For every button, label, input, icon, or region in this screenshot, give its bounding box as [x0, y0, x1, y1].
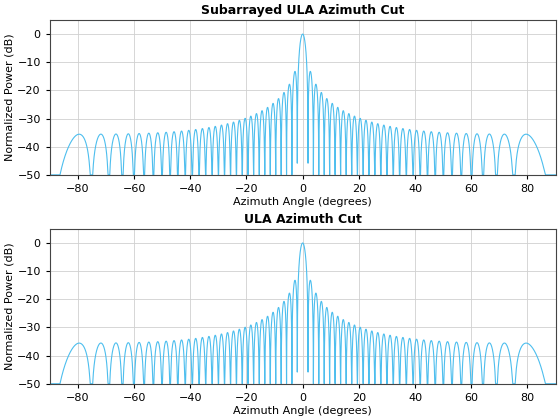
X-axis label: Azimuth Angle (degrees): Azimuth Angle (degrees): [234, 406, 372, 415]
Y-axis label: Normalized Power (dB): Normalized Power (dB): [4, 242, 15, 370]
X-axis label: Azimuth Angle (degrees): Azimuth Angle (degrees): [234, 197, 372, 207]
Title: Subarrayed ULA Azimuth Cut: Subarrayed ULA Azimuth Cut: [201, 5, 404, 18]
Title: ULA Azimuth Cut: ULA Azimuth Cut: [244, 213, 362, 226]
Y-axis label: Normalized Power (dB): Normalized Power (dB): [4, 34, 15, 161]
